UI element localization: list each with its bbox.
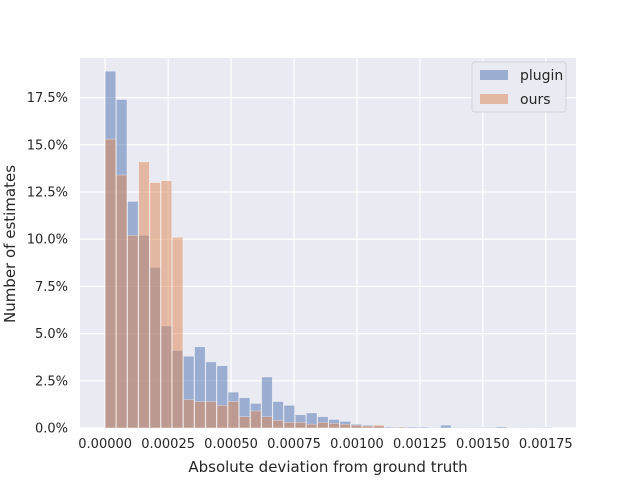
bar-ours xyxy=(339,423,351,429)
y-axis-label: Number of estimates xyxy=(1,165,19,323)
bars xyxy=(104,70,553,429)
x-tick-labels: 0.00000 0.00025 0.00050 0.00075 0.00100 0.001… xyxy=(78,437,572,452)
bar-ours xyxy=(361,425,374,429)
bar-ours xyxy=(104,138,117,429)
y-tick-label: 17.5% xyxy=(27,91,68,106)
y-tick-label: 15.0% xyxy=(27,138,68,153)
x-tick-label: 0.00075 xyxy=(267,437,321,452)
x-tick-label: 0.00125 xyxy=(393,437,447,452)
bar-ours xyxy=(160,180,172,429)
x-tick-label: 0.00100 xyxy=(330,437,384,452)
bar-ours xyxy=(116,174,128,429)
legend-label-plugin: plugin xyxy=(520,68,563,84)
bar-ours xyxy=(294,422,307,429)
bar-ours xyxy=(395,426,407,429)
legend-swatch-ours xyxy=(480,94,508,104)
legend: plugin ours xyxy=(471,61,567,113)
bar-ours xyxy=(138,161,150,429)
y-tick-label: 0.0% xyxy=(35,422,68,437)
y-tick-label: 2.5% xyxy=(35,374,68,389)
y-tick-label: 7.5% xyxy=(35,280,68,295)
x-tick-label: 0.00175 xyxy=(519,437,573,452)
bar-ours xyxy=(239,416,251,429)
x-tick-label: 0.00000 xyxy=(78,437,132,452)
y-tick-label: 5.0% xyxy=(35,327,68,342)
bar-plugin xyxy=(484,427,497,429)
bar-ours xyxy=(194,401,206,429)
bar-plugin xyxy=(473,427,485,429)
bar-plugin xyxy=(451,427,463,429)
bar-ours xyxy=(227,401,240,429)
x-axis-label: Absolute deviation from ground truth xyxy=(188,458,467,476)
bar-ours xyxy=(350,424,362,429)
bar-ours xyxy=(216,405,228,429)
bar-ours xyxy=(328,422,340,429)
bar-ours xyxy=(149,182,161,429)
bar-ours xyxy=(373,424,385,429)
bar-ours xyxy=(306,423,318,429)
legend-swatch-plugin xyxy=(480,70,508,80)
x-tick-label: 0.00025 xyxy=(141,437,195,452)
bar-plugin xyxy=(540,427,553,429)
bar-plugin xyxy=(417,426,430,429)
bar-ours xyxy=(205,401,217,429)
y-tick-labels: 0.0% 2.5% 5.0% 7.5% 10.0% 12.5% 15.0% 17.5% xyxy=(27,91,68,436)
legend-label-ours: ours xyxy=(520,92,551,108)
bar-ours xyxy=(171,237,184,429)
bar-plugin xyxy=(440,424,452,429)
bar-plugin xyxy=(496,426,508,429)
bar-ours xyxy=(317,422,329,429)
x-tick-label: 0.00150 xyxy=(456,437,510,452)
x-tick-label: 0.00050 xyxy=(204,437,258,452)
bar-ours xyxy=(272,420,284,429)
bar-ours xyxy=(250,410,262,429)
y-tick-label: 10.0% xyxy=(27,233,68,248)
bar-ours xyxy=(127,235,139,429)
bar-ours xyxy=(183,399,195,429)
bar-plugin xyxy=(384,426,396,429)
bar-ours xyxy=(283,422,295,429)
bar-plugin xyxy=(406,426,418,429)
bar-ours xyxy=(261,416,273,429)
y-tick-label: 12.5% xyxy=(27,186,68,201)
